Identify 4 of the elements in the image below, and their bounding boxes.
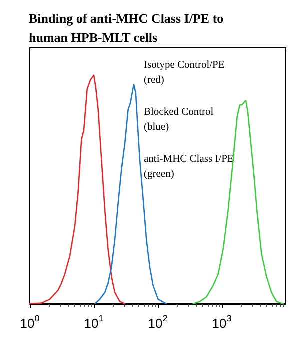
annotation: anti-MHC Class I/PE (green) (144, 154, 234, 180)
annotation: Isotype Control/PE (red) (144, 60, 225, 86)
chart-title: Binding of anti-MHC Class I/PE to human HPB-MLT cells (29, 11, 227, 45)
annotation: Blocked Control (blue) (144, 107, 214, 133)
